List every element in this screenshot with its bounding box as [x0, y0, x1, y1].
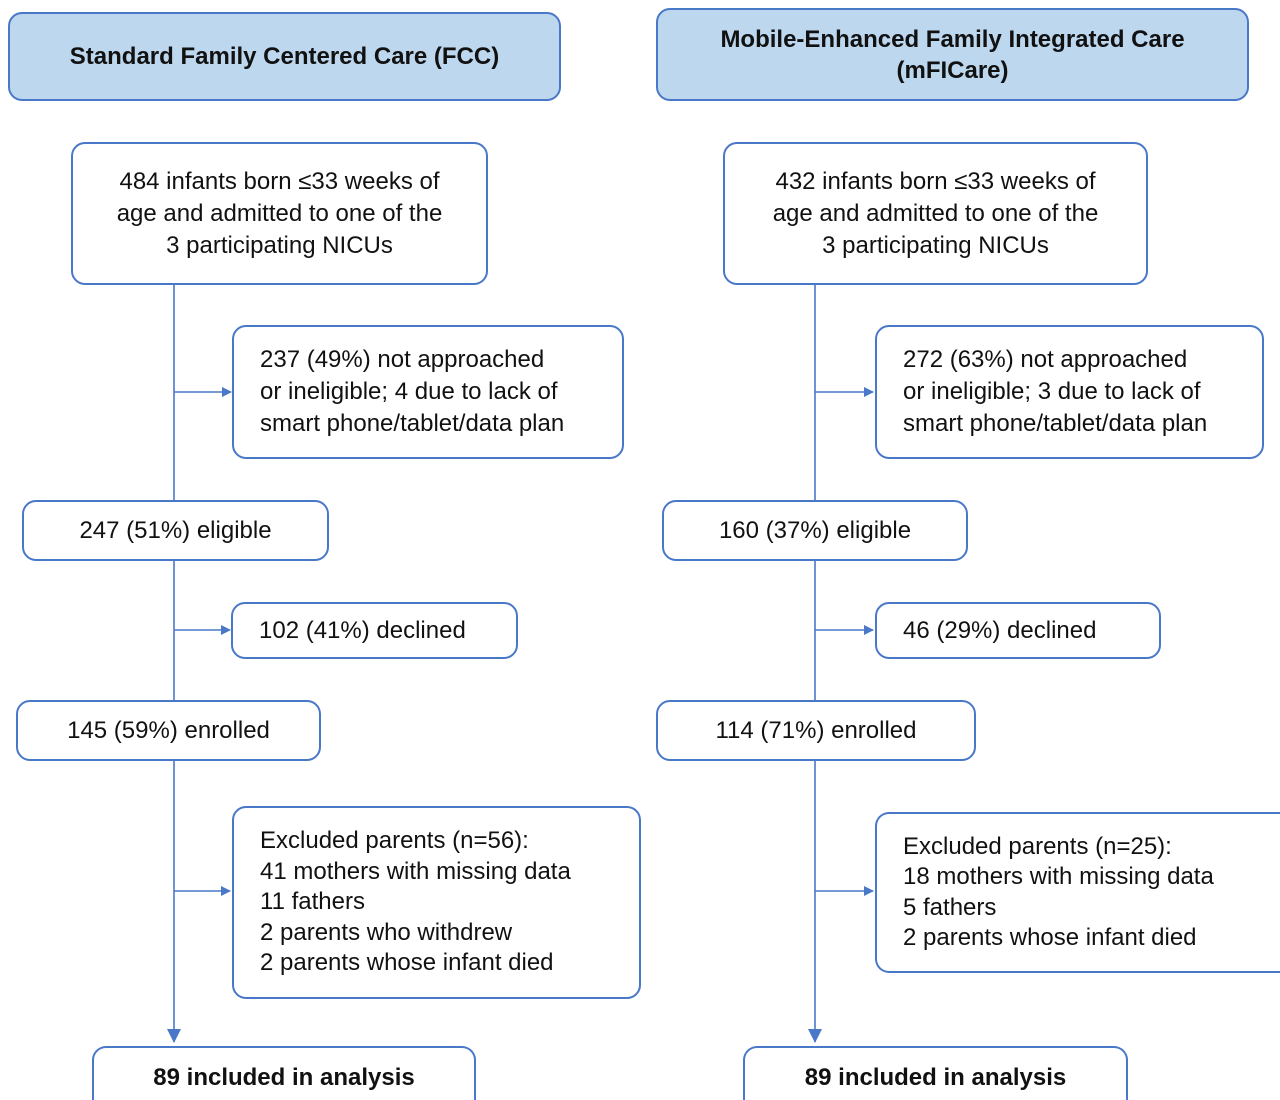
box-text: smart phone/tablet/data plan [260, 410, 565, 437]
not-approached-box: 272 (63%) not approached or ineligible; … [875, 325, 1264, 459]
not-approached-box: 237 (49%) not approached or ineligible; … [232, 325, 624, 459]
population-box: 432 infants born ≤33 weeks of age and ad… [723, 142, 1148, 285]
box-text: 237 (49%) not approached [260, 346, 545, 373]
eligible-box: 160 (37%) eligible [662, 500, 968, 561]
included-box: 89 included in analysis [92, 1046, 476, 1100]
declined-box: 102 (41%) declined [231, 602, 518, 659]
box-text: 41 mothers with missing data [260, 857, 571, 885]
declined-box: 46 (29%) declined [875, 602, 1161, 659]
box-text: 2 parents whose infant died [903, 924, 1197, 951]
excluded-box: Excluded parents (n=25): 18 mothers with… [875, 812, 1280, 973]
box-text: Excluded parents (n=25): [903, 832, 1172, 860]
box-text: 3 participating NICUs [166, 231, 393, 259]
box-text: 102 (41%) declined [259, 616, 466, 644]
box-text: age and admitted to one of the [116, 199, 443, 227]
box-text: 2 parents who withdrew [260, 918, 513, 946]
box-text: 484 infants born ≤33 weeks of [119, 167, 440, 195]
box-text: 432 infants born ≤33 weeks of [775, 167, 1096, 195]
box-text: 2 parents whose infant died [260, 949, 554, 977]
box-text: Excluded parents (n=56): [260, 827, 529, 855]
excluded-box: Excluded parents (n=56): 41 mothers with… [232, 806, 641, 999]
header-box: Standard Family Centered Care (FCC) [8, 12, 561, 101]
population-box: 484 infants born ≤33 weeks of age and ad… [71, 142, 488, 285]
box-text: 18 mothers with missing data [903, 863, 1214, 890]
box-text: 3 participating NICUs [822, 231, 1049, 259]
box-text: 272 (63%) not approached [903, 346, 1188, 373]
box-text: smart phone/tablet/data plan [903, 410, 1208, 437]
header-text: Standard Family Centered Care (FCC) [69, 43, 500, 70]
box-text: 5 fathers [903, 893, 997, 921]
enrolled-box: 145 (59%) enrolled [16, 700, 321, 761]
box-text: 114 (71%) enrolled [715, 716, 917, 744]
box-text: or ineligible; 4 due to lack of [260, 378, 558, 405]
included-box: 89 included in analysis [743, 1046, 1128, 1100]
box-text: 89 included in analysis [153, 1064, 415, 1091]
header-text: Mobile-Enhanced Family Integrated Care (… [720, 25, 1185, 84]
header-box: Mobile-Enhanced Family Integrated Care (… [656, 8, 1249, 101]
box-text: age and admitted to one of the [772, 199, 1099, 227]
box-text: 160 (37%) eligible [718, 516, 912, 544]
box-text: 89 included in analysis [804, 1064, 1067, 1091]
box-text: 11 fathers [260, 888, 365, 916]
box-text: 247 (51%) eligible [79, 516, 272, 544]
enrolled-box: 114 (71%) enrolled [656, 700, 976, 761]
box-text: 145 (59%) enrolled [67, 716, 270, 744]
box-text: 46 (29%) declined [903, 616, 1097, 644]
eligible-box: 247 (51%) eligible [22, 500, 329, 561]
box-text: or ineligible; 3 due to lack of [903, 378, 1201, 405]
